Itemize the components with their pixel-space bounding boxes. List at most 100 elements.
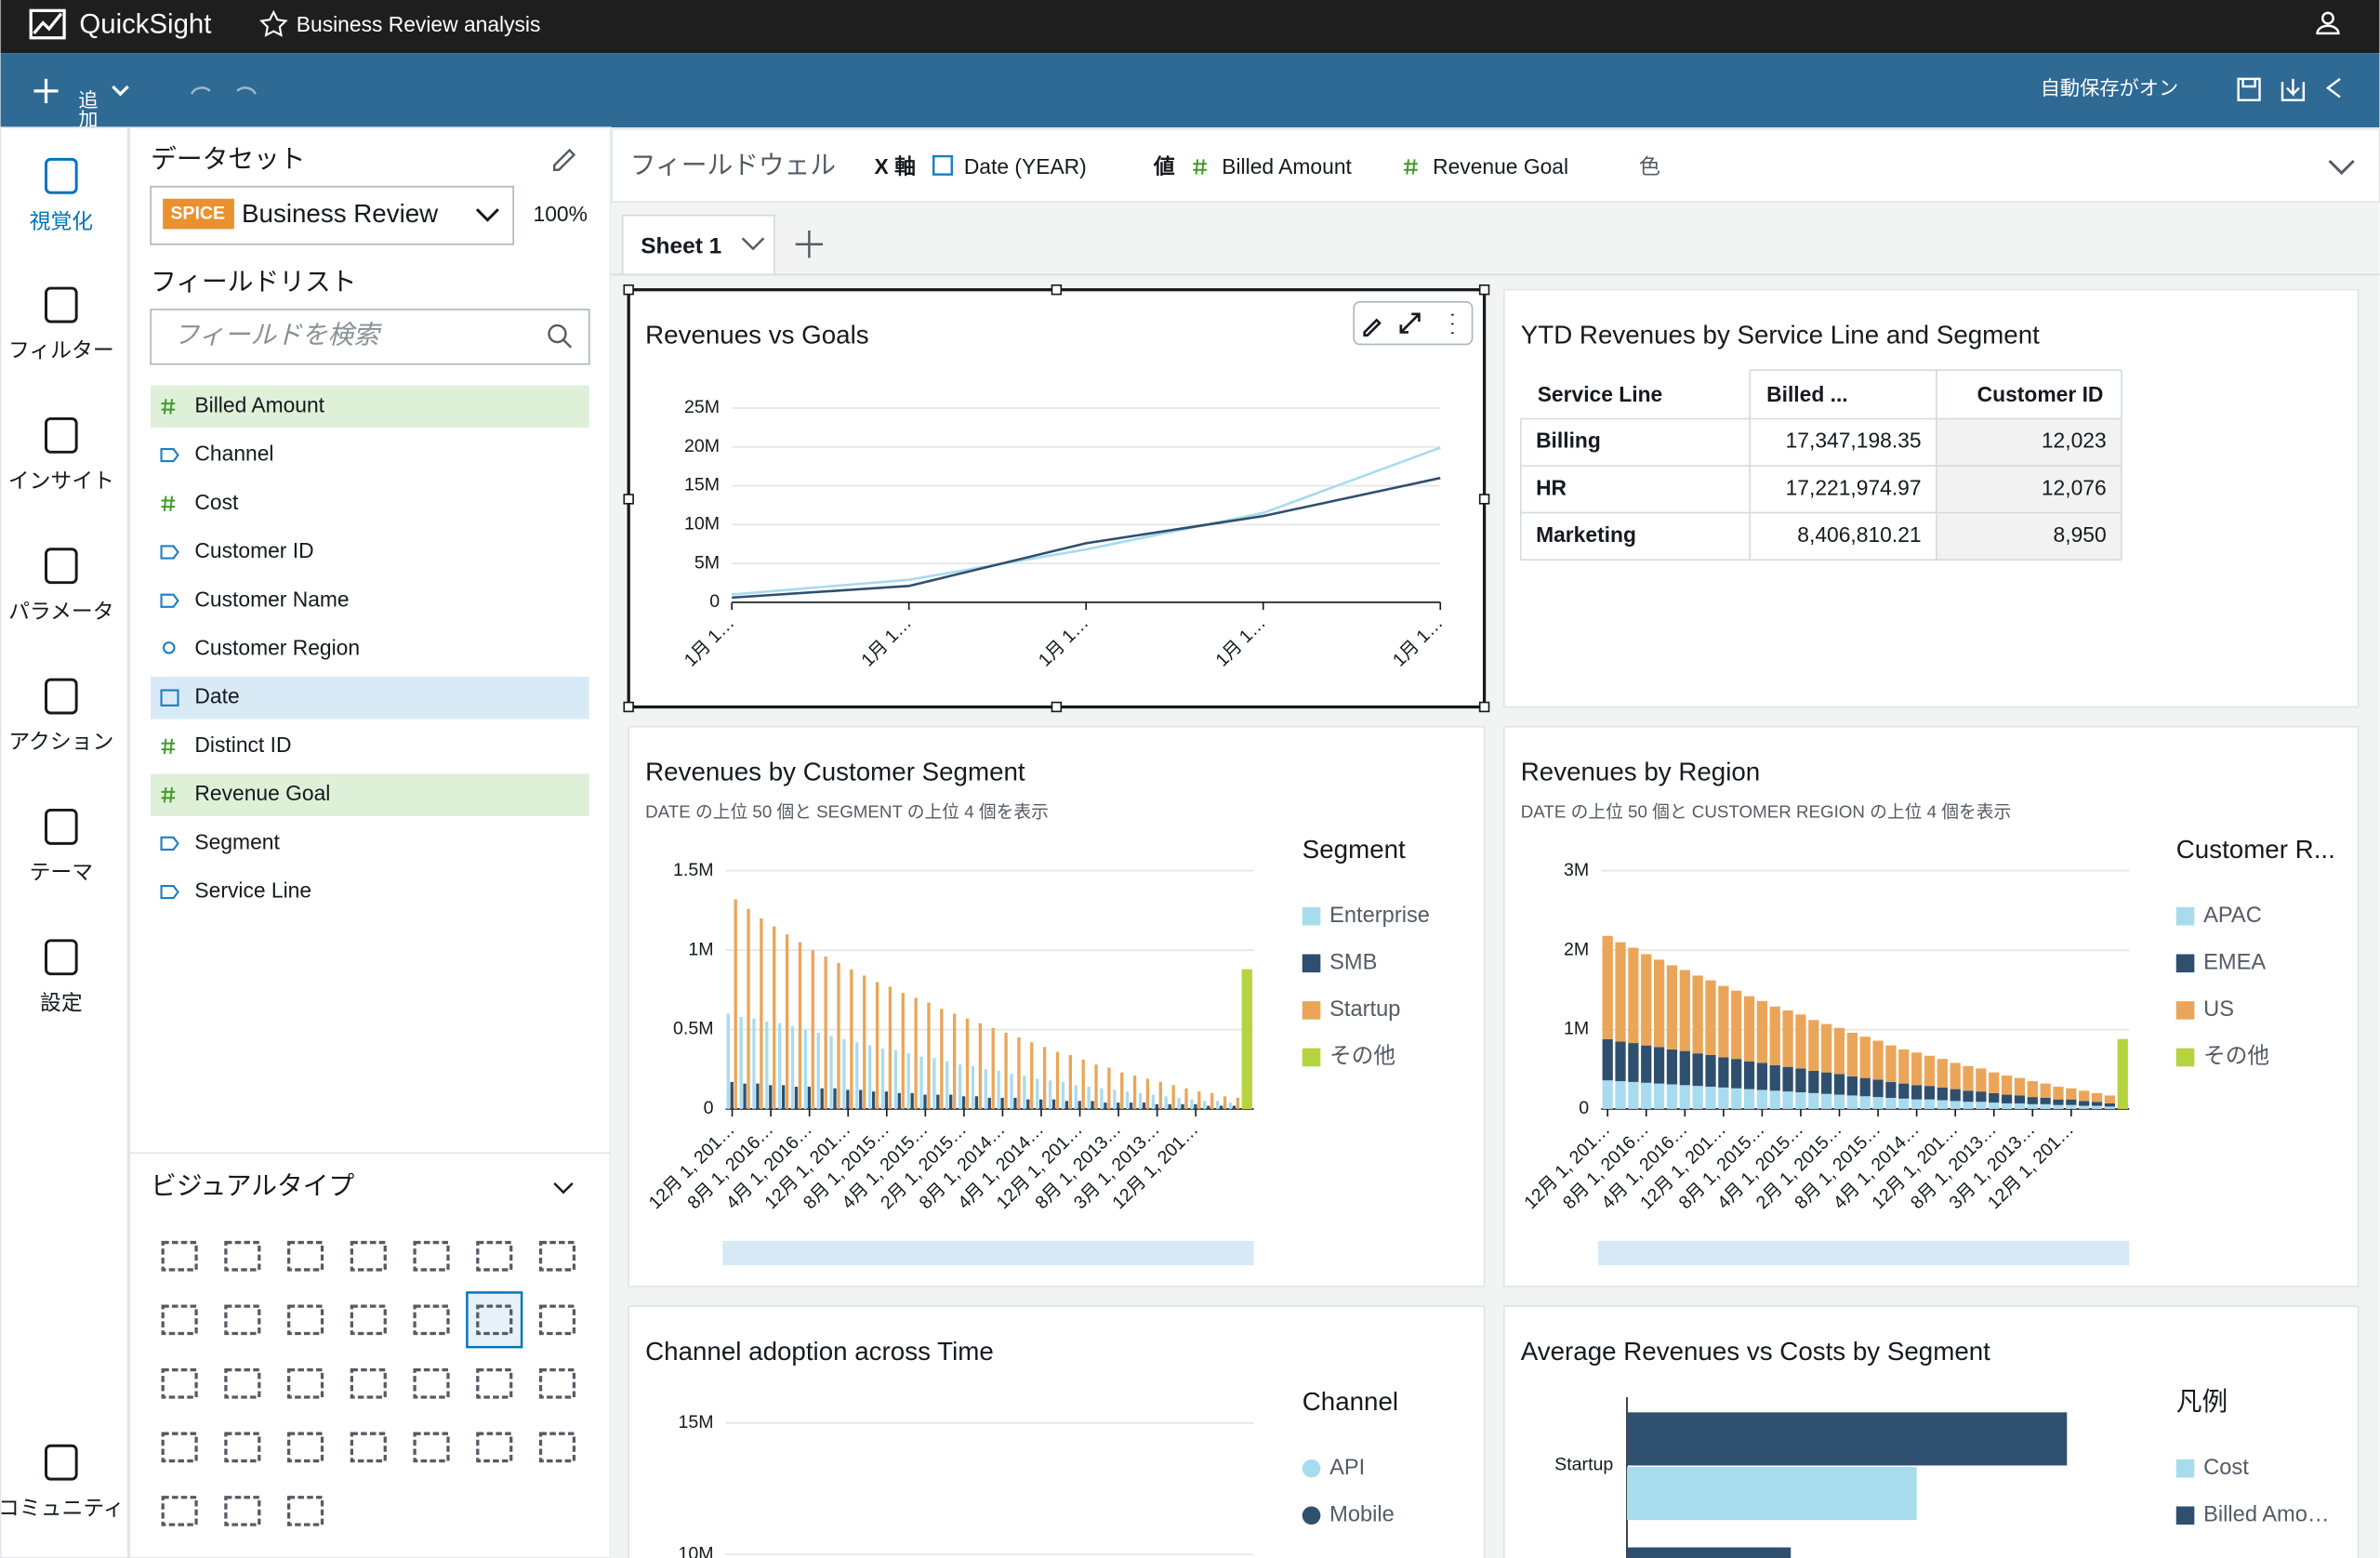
- nav-label[interactable]: フィルター: [8, 338, 114, 363]
- legend-marker[interactable]: [1302, 1506, 1321, 1525]
- legend-marker[interactable]: [2175, 1459, 2195, 1478]
- resize-handle[interactable]: [623, 701, 634, 713]
- field-name[interactable]: Revenue Goal: [194, 781, 330, 805]
- visual-type-icon[interactable]: [413, 1432, 450, 1463]
- legend-marker[interactable]: [2175, 1001, 2195, 1020]
- nav-icon[interactable]: [45, 416, 78, 454]
- visual-type-icon[interactable]: [413, 1240, 450, 1272]
- visual-type-icon[interactable]: [161, 1368, 198, 1399]
- visual-type-icon[interactable]: [350, 1304, 387, 1336]
- undo-redo[interactable]: [191, 86, 257, 95]
- visual-type-icon[interactable]: [476, 1432, 513, 1463]
- analysis-name[interactable]: Business Review analysis: [297, 12, 541, 36]
- nav-icon[interactable]: [45, 808, 78, 845]
- legend-label[interactable]: Startup: [1329, 997, 1400, 1022]
- visual-type-icon[interactable]: [476, 1368, 513, 1399]
- resize-handle[interactable]: [1051, 284, 1063, 296]
- legend-label[interactable]: その他: [2203, 1044, 2269, 1069]
- nav-label[interactable]: コミュニティ: [0, 1496, 125, 1520]
- visual-type-icon[interactable]: [286, 1432, 324, 1463]
- favorite[interactable]: [258, 9, 288, 37]
- chart-card[interactable]: [628, 1305, 1486, 1558]
- field-name[interactable]: Customer Name: [194, 587, 349, 611]
- nav-label[interactable]: 設定: [40, 990, 83, 1014]
- nav-label[interactable]: 視覚化: [30, 209, 93, 233]
- visual-type-icon[interactable]: [350, 1368, 387, 1399]
- sheet-name[interactable]: Sheet 1: [641, 233, 721, 258]
- field-name[interactable]: Customer Region: [194, 636, 360, 660]
- visual-type-icon[interactable]: [476, 1304, 513, 1336]
- nav-icon[interactable]: [45, 286, 78, 323]
- nav-label[interactable]: インサイト: [8, 469, 114, 493]
- visual-type-icon[interactable]: [224, 1432, 261, 1463]
- field-name[interactable]: Service Line: [194, 878, 311, 903]
- edit-dataset[interactable]: [552, 148, 576, 172]
- visual-type-icon[interactable]: [538, 1240, 576, 1272]
- legend-marker[interactable]: [1302, 906, 1321, 926]
- visual-type-icon[interactable]: [161, 1496, 198, 1526]
- x-field[interactable]: Date (YEAR): [964, 154, 1087, 178]
- resize-handle[interactable]: [1478, 701, 1490, 713]
- visual-type-icon[interactable]: [413, 1304, 450, 1336]
- nav-icon[interactable]: [45, 939, 78, 976]
- legend-marker[interactable]: [1302, 1459, 1321, 1478]
- field-search[interactable]: [150, 309, 590, 365]
- field-name[interactable]: Segment: [194, 829, 280, 853]
- visual-type-icon[interactable]: [286, 1240, 324, 1272]
- visual-type-icon[interactable]: [224, 1304, 261, 1336]
- nav-label[interactable]: アクション: [8, 730, 113, 754]
- visual-type-icon[interactable]: [350, 1240, 387, 1272]
- legend-marker[interactable]: [1302, 1048, 1321, 1067]
- nav-label[interactable]: テーマ: [30, 860, 93, 884]
- legend-label[interactable]: Cost: [2203, 1456, 2249, 1480]
- legend-label[interactable]: API: [1329, 1456, 1365, 1480]
- field-name[interactable]: Customer ID: [194, 538, 313, 562]
- visual-type-icon[interactable]: [538, 1304, 576, 1336]
- visual-type-icon[interactable]: [161, 1304, 198, 1336]
- legend-label[interactable]: EMEA: [2203, 951, 2266, 975]
- resize-handle[interactable]: [1051, 701, 1063, 713]
- add-icon[interactable]: [33, 78, 129, 103]
- visual-menu[interactable]: [1353, 300, 1474, 346]
- sheet-controls[interactable]: [741, 231, 824, 258]
- collapse[interactable]: [553, 1182, 574, 1195]
- visual-type-icon[interactable]: [538, 1368, 576, 1399]
- scrollbar[interactable]: [1597, 1240, 2130, 1266]
- visual-type-icon[interactable]: [286, 1368, 324, 1399]
- user-icon[interactable]: [2321, 11, 2334, 25]
- field-name[interactable]: Billed Amount: [194, 392, 324, 416]
- visual-type-icon[interactable]: [286, 1304, 324, 1336]
- table-card[interactable]: [1502, 288, 2360, 708]
- scrollbar[interactable]: [722, 1240, 1254, 1266]
- legend-label[interactable]: APAC: [2203, 904, 2262, 928]
- visual-type-icon[interactable]: [161, 1240, 198, 1272]
- visual-type-icon[interactable]: [224, 1496, 261, 1526]
- resize-handle[interactable]: [1478, 284, 1490, 296]
- legend-label[interactable]: その他: [1329, 1044, 1395, 1069]
- resize-handle[interactable]: [1478, 494, 1490, 505]
- visual-type-selected[interactable]: [466, 1291, 523, 1349]
- resize-handle[interactable]: [623, 284, 634, 296]
- save-export-share[interactable]: [2237, 77, 2341, 101]
- visual-type-icon[interactable]: [224, 1368, 261, 1399]
- chart-card[interactable]: [628, 725, 1486, 1287]
- field-name[interactable]: Channel: [194, 442, 273, 466]
- legend-label[interactable]: Mobile: [1329, 1503, 1395, 1527]
- visual-type-icon[interactable]: [224, 1240, 261, 1272]
- nav-icon[interactable]: [45, 678, 78, 715]
- nav-icon[interactable]: [45, 1444, 78, 1481]
- legend-marker[interactable]: [2175, 1048, 2195, 1067]
- resize-handle[interactable]: [623, 494, 634, 505]
- legend-marker[interactable]: [1302, 954, 1321, 973]
- visual-type-icon[interactable]: [161, 1432, 198, 1463]
- nav-icon[interactable]: [45, 157, 78, 194]
- add-label[interactable]: 追加: [75, 89, 98, 129]
- field-name[interactable]: Distinct ID: [194, 733, 291, 757]
- legend-label[interactable]: Enterprise: [1329, 904, 1430, 928]
- value-field[interactable]: Revenue Goal: [1433, 154, 1568, 178]
- field-name[interactable]: Date: [194, 684, 239, 708]
- field-name[interactable]: Cost: [194, 490, 239, 514]
- legend-marker[interactable]: [2175, 1506, 2195, 1525]
- visual-type-icon[interactable]: [476, 1240, 513, 1272]
- expand-wells[interactable]: [2328, 159, 2355, 176]
